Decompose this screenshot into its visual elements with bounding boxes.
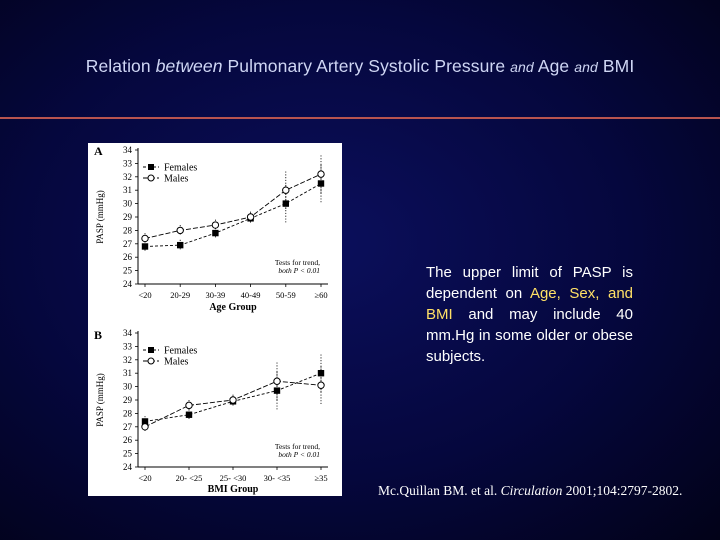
panel-b-point-males (229, 396, 237, 404)
panel-a-x-axis-label: Age Group (209, 302, 257, 313)
panel-a-point-males (176, 226, 184, 235)
citation-authors: Mc.Quillan BM. et al. (378, 483, 501, 498)
panel-b-y-tick-label: 29 (123, 395, 133, 405)
panel-b-legend-marker (148, 347, 154, 353)
panel-a-y-tick-label: 34 (123, 145, 133, 155)
panel-b-x-tick-label: ≥35 (314, 473, 327, 483)
panel-a-point-females (141, 243, 149, 250)
panel-b-y-tick-label: 31 (123, 368, 132, 378)
panel-b-point-males (273, 377, 281, 385)
panel-b-y-tick-label: 33 (123, 341, 133, 351)
panel-a-point-males (211, 221, 220, 229)
panel-a-point-females (317, 180, 325, 187)
panel-a-annotation-line-1: Tests for trend, (275, 258, 320, 267)
panel-b-legend-label: Females (164, 346, 197, 357)
panel-a-point-females (177, 241, 184, 249)
chart-figure: A 24 25 26 27 28 29 30 31 32 33 34 PASP (mmHg) <20 20-… (94, 144, 328, 495)
title-part-2: between (155, 56, 223, 76)
panel-b-annotation-line-2: both P < 0.01 (278, 450, 320, 459)
panel-b-y-tick-label: 32 (123, 355, 132, 365)
panel-a-y-tick-label: 27 (123, 239, 133, 249)
title-part-1: Relation (85, 56, 156, 76)
panel-a-y-tick-label: 31 (123, 185, 132, 195)
panel-a-legend-label: Males (164, 174, 189, 185)
panel-a-point-females (212, 229, 219, 237)
panel-a-x-tick-label: 20-29 (170, 290, 190, 300)
panel-b-y-axis-label: PASP (mmHg) (95, 373, 105, 427)
panel-a-y-axis-label: PASP (mmHg) (95, 190, 105, 244)
panel-a-point-males (317, 170, 325, 178)
panel-a-x-tick-label: 40-49 (241, 290, 261, 300)
panel-b-y-tick-label: 30 (123, 382, 133, 392)
citation-journal: Circulation (500, 483, 563, 498)
panel-a-y-tick-label: 28 (123, 225, 133, 235)
panel-b-point-females (185, 411, 193, 418)
slide-title: Relation between Pulmonary Artery Systol… (0, 56, 720, 77)
panel-b-y-tick-label: 34 (123, 328, 133, 338)
title-part-7: BMI (597, 56, 635, 76)
citation: Mc.Quillan BM. et al. Circulation 2001;1… (378, 483, 682, 499)
panel-b-label: B (94, 328, 102, 342)
panel-b-annotation-line-1: Tests for trend, (275, 442, 320, 451)
panel-b-legend-marker (147, 357, 155, 365)
panel-b-y-tick-label: 24 (123, 462, 133, 472)
panel-b-x-tick-label: 20- <25 (176, 473, 203, 483)
panel-a-legend-marker (148, 164, 154, 170)
panel-b-point-males (317, 381, 325, 389)
title-part-4: and (510, 59, 534, 75)
panel-b-x-axis-label: BMI Group (208, 484, 259, 495)
panel-a-point-males (141, 234, 149, 243)
title-divider (0, 117, 720, 119)
panel-a-annotation-line-2: both P < 0.01 (278, 266, 320, 275)
summary-part-3: and may include 40 mm.Hg in some older o… (426, 306, 633, 365)
panel-a-legend-label: Females (164, 163, 197, 174)
panel-b-point-males (141, 423, 149, 431)
panel-b-point-females (141, 418, 149, 425)
panel-b-point-males (185, 401, 193, 410)
panel-b-y-tick-label: 26 (123, 435, 133, 445)
summary-part-1: The upper limit of PASP is dependent on (426, 264, 633, 302)
panel-a-y-tick-label: 26 (123, 252, 133, 262)
panel-a-y-tick-label: 30 (123, 199, 133, 209)
title-part-6: and (574, 59, 598, 75)
panel-a-point-females (282, 200, 289, 207)
panel-b-point-females (317, 370, 325, 377)
panel-a-point-males (246, 213, 255, 221)
panel-a-label: A (94, 144, 103, 158)
title-part-3: Pulmonary Artery Systolic Pressure (222, 56, 511, 76)
panel-a-y-tick-label: 33 (123, 158, 133, 168)
panel-b-x-tick-label: <20 (138, 473, 151, 483)
panel-a-point-males (282, 186, 290, 194)
panel-b-x-tick-label: 25- <30 (220, 473, 247, 483)
panel-a-series-females-line (144, 183, 322, 247)
title-part-5: Age (533, 56, 575, 76)
panel-a-y-tick-label: 29 (123, 212, 133, 222)
panel-a-x-tick-label: ≥60 (314, 290, 327, 300)
panel-a-legend-marker (147, 174, 155, 182)
panel-a-x-tick-label: <20 (138, 290, 151, 300)
panel-b-x-tick-label: 30- <35 (264, 473, 291, 483)
panel-a-y-tick-label: 32 (123, 172, 132, 182)
panel-b-point-females (273, 387, 281, 394)
panel-b-legend-label: Males (164, 357, 189, 368)
panel-a-x-tick-label: 30-39 (205, 290, 225, 300)
panel-a-y-tick-label: 24 (123, 279, 133, 289)
panel-b-y-tick-label: 27 (123, 422, 133, 432)
summary-highlight: Age, Sex, and BMI (426, 285, 633, 323)
panel-a-y-tick-label: 25 (123, 266, 133, 276)
panel-a-x-tick-label: 50-59 (276, 290, 296, 300)
panel-b-y-tick-label: 28 (123, 408, 133, 418)
panel-b-y-tick-label: 25 (123, 449, 133, 459)
citation-details: 2001;104:2797-2802. (562, 483, 683, 498)
panel-a-series-males-line (144, 173, 322, 239)
summary-text: The upper limit of PASP is dependent on … (426, 262, 633, 367)
figure-panel: A 24 25 26 27 28 29 30 31 32 33 34 PASP (mmHg) <20 20-… (88, 143, 342, 496)
